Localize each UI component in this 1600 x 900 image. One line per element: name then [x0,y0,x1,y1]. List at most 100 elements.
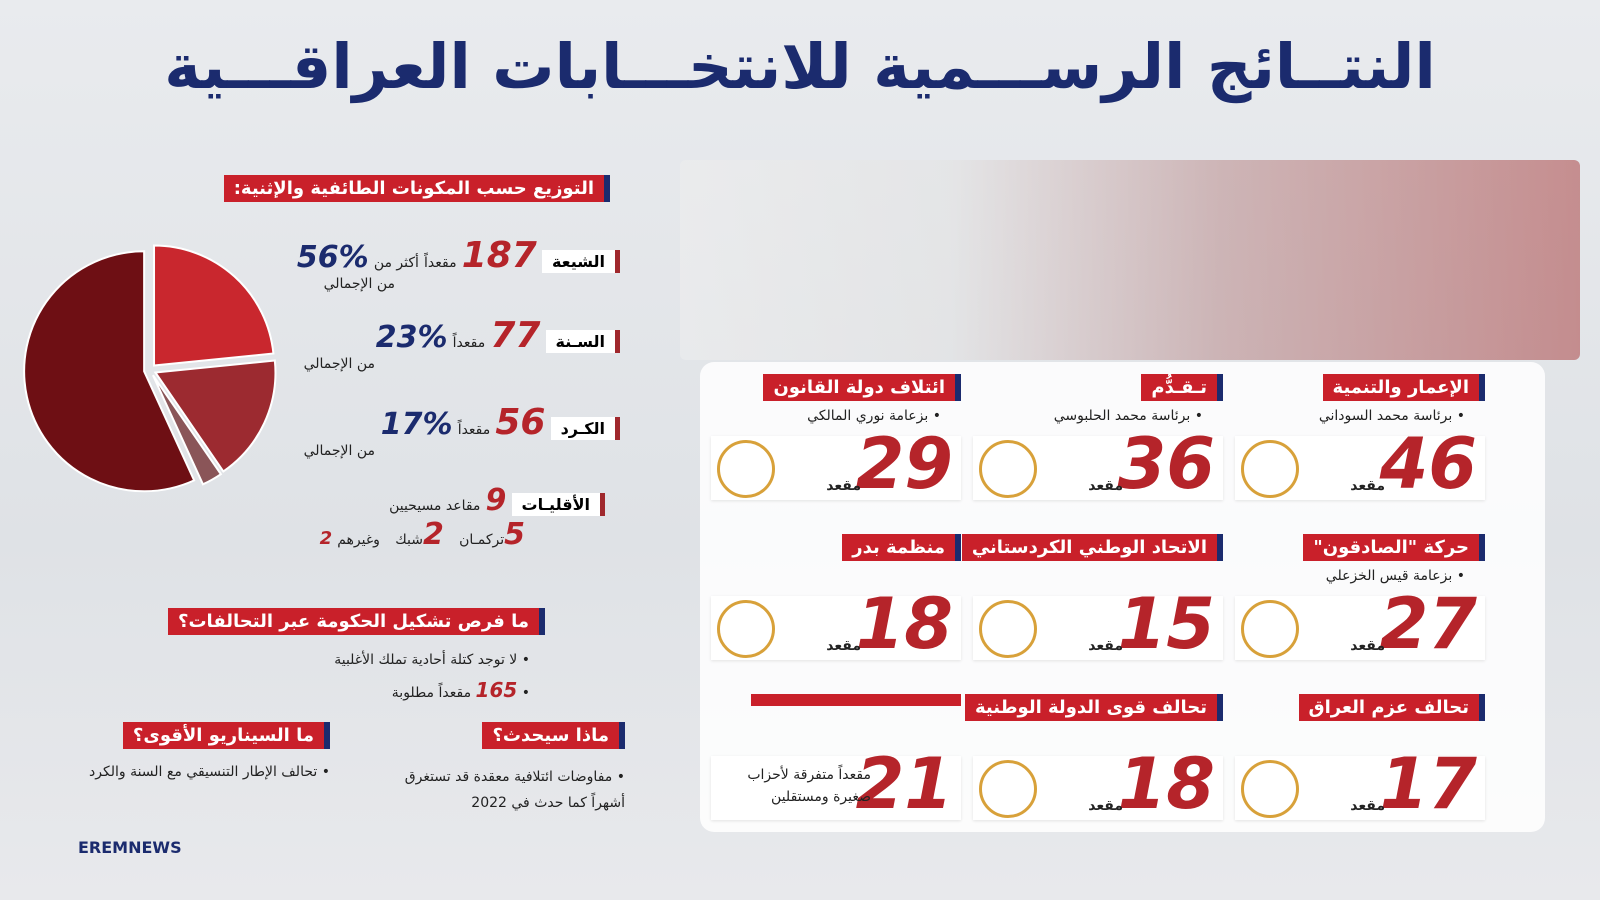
party-seats: 18 [855,583,953,665]
party-logo [979,440,1037,498]
government-bullet: • لا توجد كتلة أحادية تملك الأغلبية [334,652,530,668]
scenario-title: ما السيناريو الأقوى؟ [122,722,330,749]
party-leader: • بزعامة قيس الخزعلي [1325,568,1465,584]
unit: مقعداً [457,422,491,438]
party-seats: 27 [1379,583,1477,665]
value: 2 [422,517,444,552]
components-title: التوزيع حسب المكونات الطائفية والإثنية: [223,175,610,202]
sunni-row: السـنة 77 مقعداً %23 من الإجمالي [290,315,620,372]
next-title: ماذا سيحدث؟ [482,722,625,749]
name-bar [751,694,961,706]
footer-brand: EREMNEWS [78,838,182,857]
party-leader: • برئاسة محمد السوداني [1318,408,1465,424]
party-card: تـقـدُّم • برئاسة محمد الحلبوسي 36 مقعد [973,374,1223,514]
party-leader: • برئاسة محمد الحلبوسي [1053,408,1203,424]
unit: مقعداً [452,335,486,351]
minorities-row: الأقليـات 9 مقاعد مسيحيين [389,483,605,518]
party-logo [717,600,775,658]
parties-panel: الإعمار والتنمية • برئاسة محمد السوداني 46… [700,362,1545,832]
seat-unit: مقعد [826,638,861,654]
party-name: تحالف قوى الدولة الوطنية [964,694,1223,721]
seat-unit: مقعد [1088,638,1123,654]
kurd-row: الكـرد 56 مقعداً %17 من الإجمالي [290,402,620,459]
party-name: ائتلاف دولة القانون [763,374,961,401]
main-title: النتــائج الرســـمية للانتخـــابات العرا… [164,30,1436,103]
name: الأقليـات [511,493,605,516]
text: لا توجد كتلة أحادية تملك الأغلبية [334,652,518,668]
suffix: من الإجمالي [303,356,375,372]
next-text: • مفاوضات ائتلافية معقدة قد تستغرق أشهرا… [404,769,625,811]
shia-row: الشيعة 187 مقعداً أكثر من %56 من الإجمال… [260,235,620,292]
party-seats: 36 [1117,423,1215,505]
value: 165 [475,678,518,702]
party-logo [1241,600,1299,658]
suffix: من الإجمالي [323,276,395,292]
government-required: • 165 مقعداً مطلوبة [391,678,530,702]
party-seats: 29 [855,423,953,505]
party-logo [1241,760,1299,818]
text: مفاوضات ائتلافية معقدة قد تستغرق أشهراً … [404,769,625,811]
party-card: تحالف عزم العراق 17 مقعد [1235,694,1485,834]
party-card: حركة "الصادقون" • بزعامة قيس الخزعلي 27 مقع… [1235,534,1485,674]
party-card: منظمة بدر 18 مقعد [711,534,961,674]
seat-unit: مقعد [1350,638,1385,654]
share: %56 [296,240,369,275]
party-name: الإعمار والتنمية [1322,374,1485,401]
party-card: تحالف قوى الدولة الوطنية 18 مقعد [964,694,1223,834]
seats: 56 [495,402,546,443]
text: شبك [395,532,423,548]
pie-slice [152,374,223,486]
party-name: تحالف عزم العراق [1298,694,1485,721]
seats: 77 [490,315,541,356]
pie-slice [153,359,277,473]
party-logo [979,760,1037,818]
leader: برئاسة محمد الحلبوسي [1053,408,1191,424]
pie-slice [23,250,196,493]
text: تركمـان [459,532,505,548]
leader: بزعامة نوري المالكي [807,408,929,424]
seat-unit: مقعد [1350,478,1385,494]
party-name: حركة "الصادقون" [1303,534,1485,561]
party-name: الاتحاد الوطني الكردستاني [961,534,1223,561]
pie-chart [23,244,277,493]
seat-note: مقعداً متفرقة لأحزاب صغيرة ومستقلين [747,767,871,805]
text: وغيرهم [337,532,380,548]
seat-unit: مقعد [1088,478,1123,494]
party-card: 21 مقعداً متفرقة لأحزاب صغيرة ومستقلين [711,694,961,834]
share: %23 [375,320,448,355]
seat-unit: مقعد [826,478,861,494]
party-logo [717,440,775,498]
party-card: ائتلاف دولة القانون • بزعامة نوري المالكي… [711,374,961,514]
party-logo [979,600,1037,658]
party-seats: 18 [1117,743,1215,825]
scenario-text: • تحالف الإطار التنسيقي مع السنة والكرد [89,764,330,780]
seat-unit: مقعد [1088,798,1123,814]
text: تحالف الإطار التنسيقي مع السنة والكرد [89,764,318,780]
unit: مقعداً [424,255,457,271]
minorities-breakdown: 5تركمـان 2شبك وغيرهم 2 [320,517,525,552]
share: %17 [380,407,453,442]
text: مقعداً مطلوبة [391,685,472,701]
party-seats: 21 [855,743,953,825]
leader: برئاسة محمد السوداني [1318,408,1453,424]
pie-slice [153,244,275,367]
party-seats: 15 [1117,583,1215,665]
seats: 187 [461,235,537,276]
seat-unit: مقعد [1350,798,1385,814]
parliament-photo [680,160,1580,360]
value: 2 [319,528,333,549]
unit: مقاعد مسيحيين [389,498,481,514]
party-seats: 17 [1379,743,1477,825]
name: الكـرد [550,417,620,440]
leader: بزعامة قيس الخزعلي [1325,568,1453,584]
name: السـنة [545,330,620,353]
party-name: تـقـدُّم [1141,374,1223,401]
party-logo [1241,440,1299,498]
prefix: أكثر من [373,255,419,271]
party-seats: 46 [1379,423,1477,505]
party-name: منظمة بدر [842,534,961,561]
seats: 9 [485,483,507,518]
seat-bg [711,756,961,820]
party-card: الإعمار والتنمية • برئاسة محمد السوداني 46… [1235,374,1485,514]
